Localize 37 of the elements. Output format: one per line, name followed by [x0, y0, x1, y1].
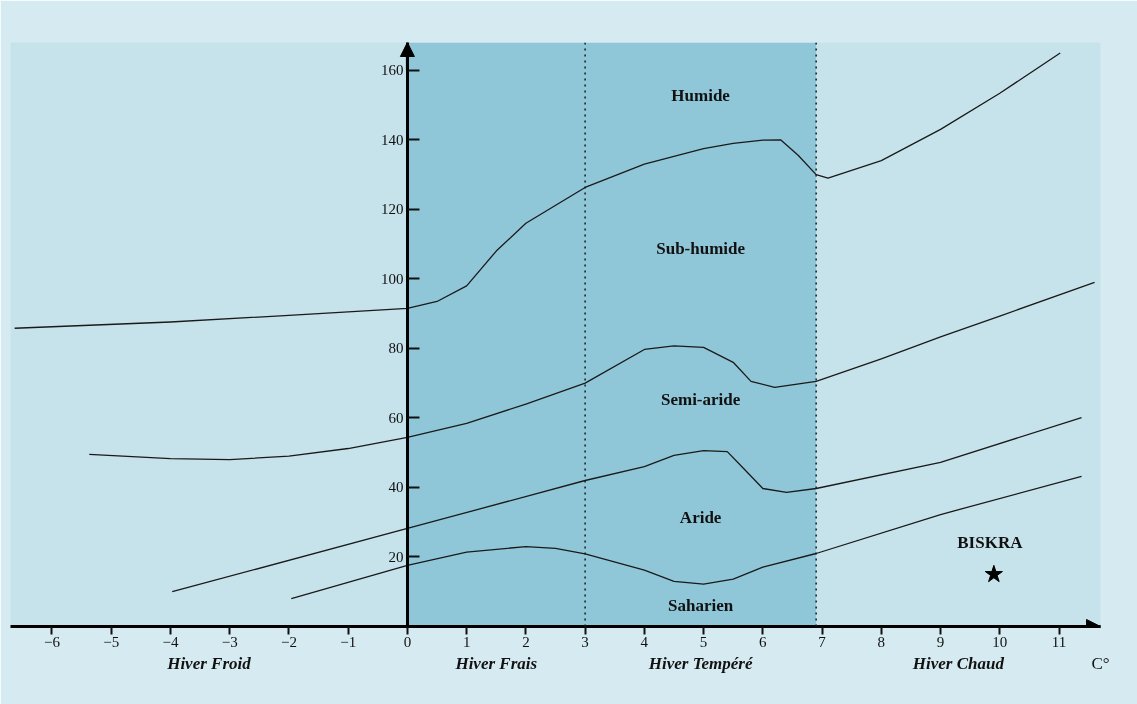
band-label: Hiver Frais	[454, 653, 538, 673]
y-tick-label: 100	[380, 270, 404, 287]
band-label: Hiver Chaud	[911, 653, 1005, 673]
x-tick-label: 8	[877, 633, 886, 650]
y-tick-label: 40	[388, 479, 404, 496]
x-tick-label: 6	[759, 633, 768, 650]
x-tick-label: 10	[992, 633, 1008, 650]
y-tick-label: 140	[380, 131, 404, 148]
annotation: Aride	[679, 507, 722, 527]
x-tick-label: 1	[462, 633, 471, 650]
x-tick-label: −3	[221, 633, 238, 650]
y-tick-label: 160	[380, 62, 404, 79]
series-label: BISKRA	[957, 533, 1024, 553]
x-axis-title: C°	[1091, 653, 1110, 673]
x-tick-label: −1	[340, 633, 357, 650]
x-tick-label: −5	[103, 633, 120, 650]
y-tick-label: 80	[388, 340, 404, 357]
band-label: Hiver Tempéré	[647, 653, 754, 673]
annotation: Humide	[671, 86, 731, 106]
x-tick-label: 4	[640, 633, 649, 650]
y-tick-label: 20	[388, 548, 404, 565]
x-tick-label: 0	[403, 633, 412, 650]
x-tick-label: 11	[1051, 633, 1067, 650]
band-label: Hiver Froid	[166, 653, 252, 673]
x-tick-label: −2	[280, 633, 297, 650]
x-tick-label: 3	[581, 633, 589, 650]
y-tick-label: 60	[388, 409, 404, 426]
annotation: Semi-aride	[660, 389, 741, 409]
x-tick-label: −4	[162, 633, 179, 650]
x-tick-label: 5	[699, 633, 708, 650]
x-tick-label: 7	[818, 633, 827, 650]
x-tick-label: 2	[522, 633, 530, 650]
x-tick-label: −6	[43, 633, 61, 650]
x-tick-label: 9	[936, 633, 945, 650]
y-tick-label: 120	[380, 201, 404, 218]
annotation: Saharien	[668, 595, 734, 615]
annotation: Sub-humide	[656, 238, 746, 258]
